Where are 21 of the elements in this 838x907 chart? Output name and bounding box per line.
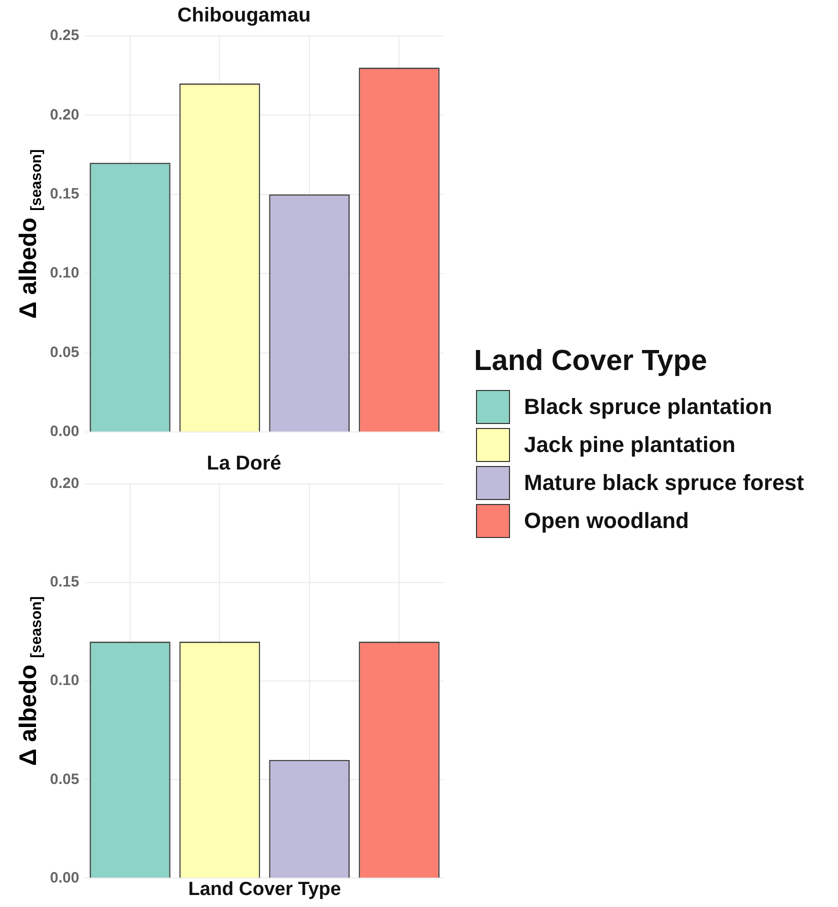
y-tick-label: 0.20 — [50, 106, 80, 124]
y-tick-label: 0.10 — [50, 672, 80, 690]
legend-title: Land Cover Type — [474, 345, 708, 378]
y-tick-label: 0.05 — [50, 770, 80, 788]
x-axis-title: Land Cover Type — [188, 878, 341, 900]
y-tick-label: 0.25 — [50, 27, 80, 44]
legend-label: Mature black spruce forest — [524, 470, 804, 496]
y-tick-label: 0.20 — [50, 475, 80, 492]
y-tick-label: 0.10 — [50, 264, 80, 282]
chart-title: Chibougamau — [177, 4, 311, 27]
y-tick-label: 0.00 — [50, 869, 80, 886]
y-tick-label: 0.00 — [50, 423, 80, 440]
legend-label: Jack pine plantation — [524, 432, 736, 458]
legend-label: Black spruce plantation — [524, 394, 772, 420]
chart-title: La Doré — [206, 452, 282, 475]
y-tick-label: 0.05 — [50, 344, 80, 361]
y-tick-label: 0.15 — [50, 186, 80, 203]
y-axis-title: Δ albedo [season] — [15, 149, 45, 319]
y-tick-label: 0.15 — [50, 574, 80, 591]
y-axis-title: Δ albedo [season] — [15, 596, 45, 766]
legend-label: Open woodland — [524, 508, 689, 534]
